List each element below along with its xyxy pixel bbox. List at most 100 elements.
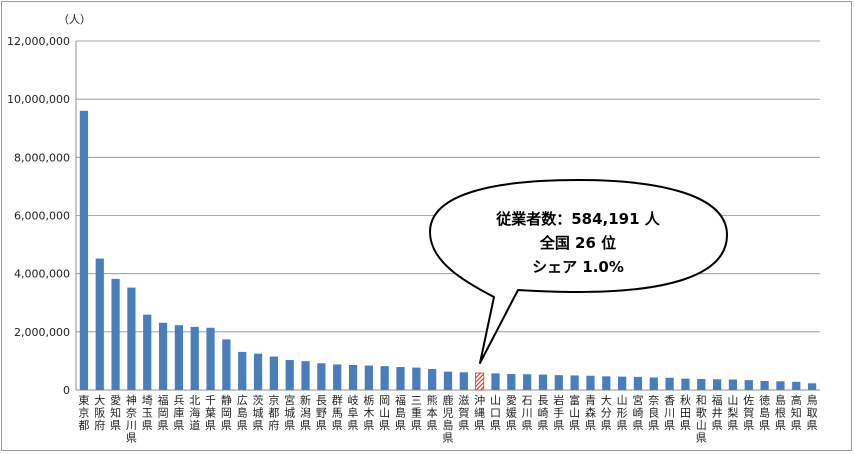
x-tick-label: 奈良県	[648, 393, 659, 432]
bar	[807, 383, 817, 390]
bar	[443, 371, 453, 390]
y-axis-unit-label: （人）	[58, 13, 91, 26]
x-tick-label: 大阪府	[94, 393, 105, 432]
x-tick-label: 山形県	[617, 394, 628, 432]
bar	[111, 278, 120, 390]
x-tick-label: 滋賀県	[458, 394, 469, 432]
x-tick-label: 広島県	[237, 394, 248, 432]
bar	[507, 374, 516, 390]
x-tick-label: 埼玉県	[142, 393, 153, 432]
x-tick-label: 愛媛県	[506, 394, 517, 432]
callout-line-rank: 全国 26 位	[539, 234, 616, 252]
x-tick-label: 群馬県	[332, 393, 343, 432]
gridlines	[75, 40, 820, 391]
bar	[570, 375, 579, 390]
bars	[79, 110, 817, 391]
x-tick-label: 新潟県	[300, 393, 311, 432]
x-tick-label: 鳥取県	[807, 393, 818, 432]
x-tick-label: 東京都	[78, 394, 89, 432]
bar	[238, 351, 247, 390]
x-tick-label: 兵庫県	[173, 394, 184, 432]
y-tick-labels: 0 2,000,000 4,000,000 6,000,000 8,000,000 10,…	[7, 35, 70, 397]
x-tick-labels: 東京都大阪府愛知県神奈川県埼玉県福岡県兵庫県北海道千葉県静岡県広島県茨城県京都府…	[78, 393, 817, 445]
x-tick-label: 秋田県	[680, 393, 691, 432]
bar	[143, 314, 152, 390]
x-tick-label: 香川県	[664, 394, 675, 432]
bar	[285, 360, 294, 390]
x-tick-label: 三重県	[411, 394, 422, 432]
x-tick-label: 長野県	[316, 394, 327, 432]
x-tick-label: 沖縄県	[474, 394, 485, 432]
x-tick-label: 岐阜県	[348, 394, 359, 432]
x-tick-label: 宮崎県	[632, 393, 643, 432]
bar	[253, 353, 263, 390]
x-tick-label: 佐賀県	[743, 393, 754, 432]
x-tick-label: 長崎県	[537, 394, 548, 432]
bar	[554, 375, 563, 390]
x-tick-label: 茨城県	[253, 393, 264, 432]
x-tick-label: 静岡県	[221, 393, 232, 432]
y-tick-label: 2,000,000	[14, 326, 70, 339]
x-tick-label: 高知県	[791, 393, 802, 432]
bar	[79, 110, 89, 391]
bar	[317, 363, 326, 390]
bar	[174, 325, 184, 390]
bar	[744, 380, 753, 390]
bar	[586, 375, 595, 390]
x-tick-label: 和歌山県	[696, 394, 707, 445]
x-tick-label: 山口県	[490, 394, 501, 432]
bar	[127, 287, 136, 390]
bar	[301, 361, 310, 390]
callout-line-employees: 従業者数：584,191 人	[495, 210, 661, 228]
x-tick-label: 宮城県	[284, 393, 295, 432]
bar	[792, 381, 801, 390]
x-tick-label: 岡山県	[379, 394, 390, 432]
x-tick-label: 千葉県	[205, 394, 216, 432]
bar	[491, 373, 500, 390]
bar	[523, 374, 532, 390]
callout: 従業者数：584,191 人 全国 26 位 シェア 1.0%	[429, 179, 728, 364]
callout-bubble	[429, 179, 728, 364]
bar	[618, 376, 627, 390]
bar	[538, 374, 548, 390]
bar	[396, 367, 405, 390]
x-tick-label: 山梨県	[727, 394, 738, 432]
bar	[364, 365, 373, 390]
x-tick-label: 福島県	[395, 393, 406, 432]
x-tick-label: 島根県	[775, 393, 786, 432]
x-tick-label: 福岡県	[158, 393, 169, 432]
callout-line-share: シェア 1.0%	[532, 258, 624, 276]
x-tick-label: 栃木県	[363, 393, 374, 432]
bar	[269, 356, 278, 390]
x-tick-label: 石川県	[522, 394, 533, 432]
x-tick-label: 愛知県	[110, 394, 121, 432]
bar	[633, 376, 643, 390]
bar	[428, 369, 437, 390]
bar	[380, 366, 389, 390]
x-tick-label: 熊本県	[427, 393, 438, 432]
x-tick-label: 青森県	[585, 394, 596, 432]
x-tick-label: 福井県	[712, 393, 723, 432]
x-tick-label: 京都府	[268, 393, 279, 432]
bar	[459, 372, 468, 390]
y-tick-label: 6,000,000	[14, 210, 70, 223]
bar	[222, 339, 231, 390]
bar	[158, 322, 168, 390]
bar	[348, 364, 358, 390]
bar	[412, 367, 421, 390]
y-tick-label: 12,000,000	[7, 35, 70, 48]
x-tick-label: 大分県	[601, 393, 612, 432]
bar	[649, 377, 658, 390]
y-tick-label: 0	[63, 384, 70, 397]
bar	[697, 378, 706, 390]
bar	[760, 380, 769, 390]
bar	[333, 364, 342, 390]
x-tick-label: 北海道	[189, 394, 200, 432]
bar	[728, 379, 738, 390]
bar	[190, 326, 199, 390]
y-tick-label: 8,000,000	[14, 151, 70, 164]
y-tick-label: 4,000,000	[14, 268, 70, 281]
x-tick-label: 岩手県	[553, 393, 564, 432]
bar	[681, 378, 690, 390]
